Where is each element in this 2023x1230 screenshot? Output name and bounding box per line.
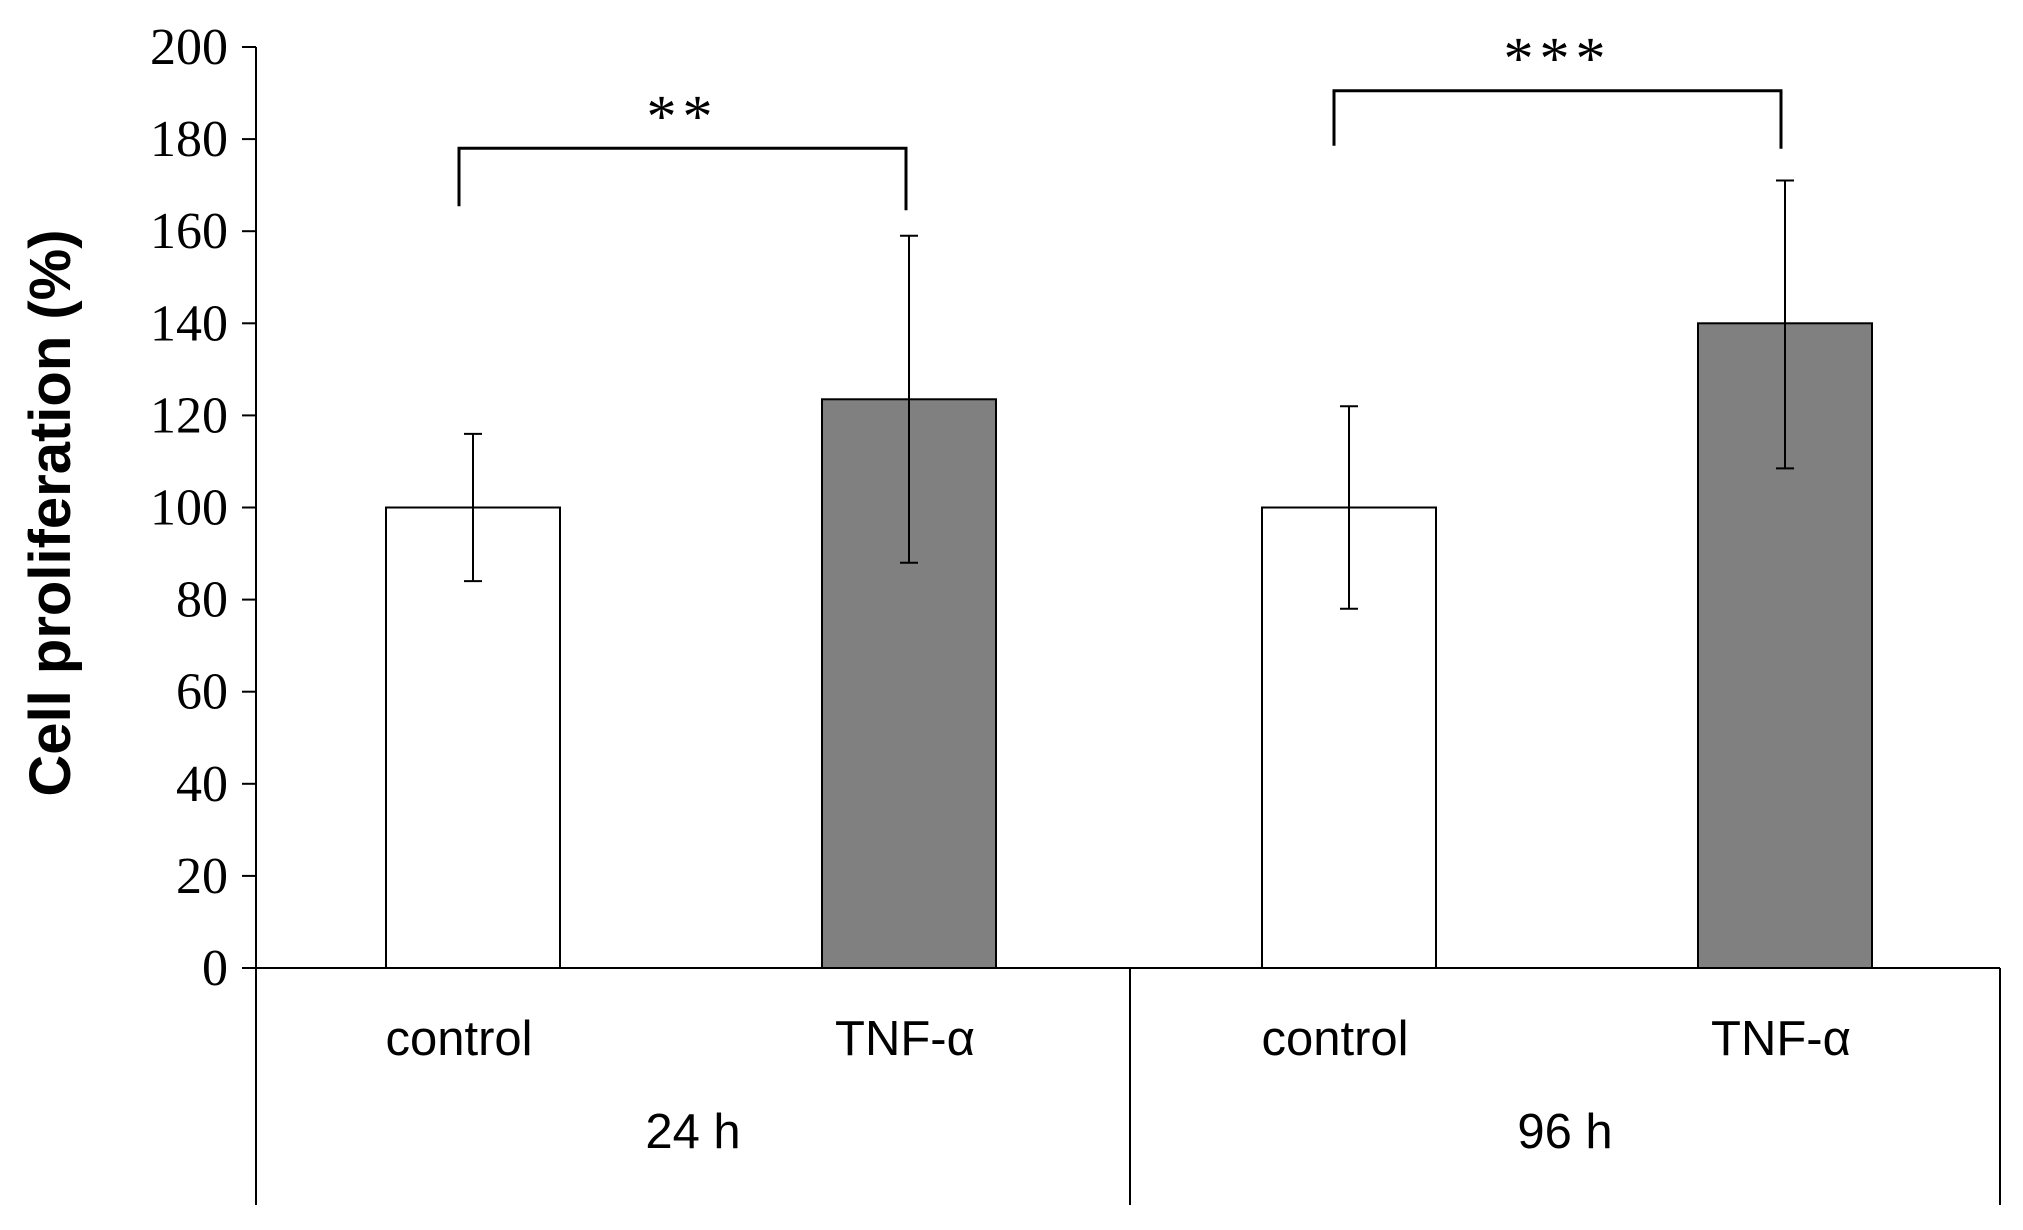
y-tick-label: 80 xyxy=(176,572,228,629)
significance-label: ** xyxy=(647,83,719,149)
y-tick-label: 120 xyxy=(150,387,228,444)
y-tick-label: 180 xyxy=(150,111,228,168)
y-axis-label: Cell proliferation (%) xyxy=(18,229,83,796)
group-label: 96 h xyxy=(1517,1105,1612,1159)
category-label: control xyxy=(1261,1012,1408,1066)
bar xyxy=(385,506,561,969)
y-tick-label: 160 xyxy=(150,203,228,260)
y-tick-label: 100 xyxy=(150,480,228,537)
y-tick-label: 140 xyxy=(150,295,228,352)
significance-bracket xyxy=(457,146,908,211)
y-tick-label: 0 xyxy=(202,940,228,997)
significance-bracket xyxy=(1332,89,1783,149)
significance-label: *** xyxy=(1504,26,1612,92)
y-tick-label: 200 xyxy=(150,19,228,76)
group-label: 24 h xyxy=(645,1105,740,1159)
category-label: TNF-α xyxy=(835,1012,975,1066)
y-tick-label: 40 xyxy=(176,756,228,813)
category-label: control xyxy=(385,1012,532,1066)
y-tick-label: 20 xyxy=(176,848,228,905)
y-tick-label: 60 xyxy=(176,664,228,721)
category-label: TNF-α xyxy=(1711,1012,1851,1066)
